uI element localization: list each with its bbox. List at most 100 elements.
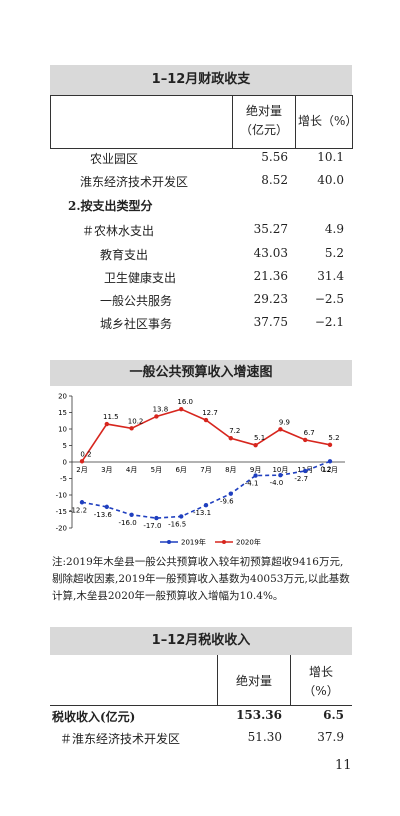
data-label: 16.0 xyxy=(177,398,193,406)
data-label: -2.7 xyxy=(294,475,308,483)
data-label: 7.2 xyxy=(229,427,240,435)
y-tick-label: -10 xyxy=(56,492,67,500)
point xyxy=(79,500,85,505)
legend-label: 2019年 xyxy=(181,538,206,547)
point xyxy=(179,407,184,412)
y-tick-label: 10 xyxy=(58,426,67,434)
point xyxy=(104,421,109,427)
cell: 5.56 xyxy=(261,150,288,164)
table-header xyxy=(50,95,353,149)
cell: 31.4 xyxy=(317,269,344,283)
cell: −2.1 xyxy=(314,315,344,329)
data-label: 5.2 xyxy=(328,434,339,442)
cell: 4.9 xyxy=(324,222,344,236)
point xyxy=(228,436,233,441)
row-label: ＃农林水支出 xyxy=(82,224,155,238)
x-tick-label: 7月 xyxy=(200,466,211,474)
legend-label: 2020年 xyxy=(236,538,261,547)
x-tick-label: 3月 xyxy=(101,466,112,474)
point xyxy=(327,442,333,448)
cell: 10.1 xyxy=(317,150,344,164)
header: 绝对量（亿元） xyxy=(239,104,288,137)
data-label: -16.0 xyxy=(119,519,137,527)
x-tick-label: 2月 xyxy=(76,466,87,474)
point xyxy=(129,426,134,431)
point xyxy=(79,459,85,464)
point xyxy=(303,468,308,474)
data-label: 12.7 xyxy=(202,409,218,417)
data-label: 10.2 xyxy=(128,417,144,425)
row-label: 卫生健康支出 xyxy=(104,271,177,285)
data-label: 0.2 xyxy=(320,465,331,473)
header: 增长（%） xyxy=(303,665,339,698)
point xyxy=(228,491,233,496)
row-label: 教育支出 xyxy=(100,248,149,262)
row-label: 2.按支出类型分 xyxy=(68,199,153,213)
point xyxy=(327,459,333,464)
data-label: -13.1 xyxy=(193,509,211,517)
header: 增长（%） xyxy=(298,114,358,128)
data-label: -17.0 xyxy=(143,522,161,530)
point xyxy=(179,514,184,519)
point xyxy=(203,417,209,423)
x-tick-label: 8月 xyxy=(225,466,236,474)
table-title: 1–12月财政收支 xyxy=(50,65,352,95)
cell: 51.30 xyxy=(247,730,282,744)
y-tick-label: 20 xyxy=(58,393,67,401)
cell: 40.0 xyxy=(317,173,344,187)
cell: 8.52 xyxy=(261,173,288,187)
row-label: 一般公共服务 xyxy=(100,294,173,308)
data-label: -16.5 xyxy=(168,520,186,528)
cell: 35.27 xyxy=(253,222,288,236)
legend-marker xyxy=(167,540,171,544)
point xyxy=(253,442,258,448)
data-label: 6.7 xyxy=(304,429,315,437)
data-label: 13.8 xyxy=(153,405,169,413)
cell: 153.36 xyxy=(236,708,282,722)
table-title: 1–12月税收收入 xyxy=(50,627,352,655)
cell: 5.2 xyxy=(324,246,344,260)
x-tick-label: 10月 xyxy=(272,466,288,474)
y-tick-label: -20 xyxy=(56,525,67,533)
legend-marker xyxy=(222,540,226,544)
point xyxy=(154,414,159,419)
data-label: -4.0 xyxy=(270,479,284,487)
note: 注:2019年木垒县一般公共预算收入较年初预算超收9416万元,剔除超收因素,2… xyxy=(52,556,350,602)
x-tick-label: 9月 xyxy=(250,466,261,474)
data-label: 11.5 xyxy=(103,413,119,421)
data-label: -9.6 xyxy=(220,498,234,506)
row-label: 城乡社区事务 xyxy=(100,317,173,331)
cell: −2.5 xyxy=(314,292,344,306)
point xyxy=(154,515,159,521)
point xyxy=(104,504,109,510)
cell: 37.9 xyxy=(317,730,344,744)
cell: 43.03 xyxy=(253,246,288,260)
point xyxy=(303,437,308,443)
cell: 37.75 xyxy=(253,315,288,329)
x-tick-label: 4月 xyxy=(126,466,137,474)
header: 绝对量 xyxy=(235,674,272,688)
cell: 21.36 xyxy=(253,269,288,283)
data-label: 0.2 xyxy=(80,450,91,458)
x-tick-label: 5月 xyxy=(151,466,162,474)
y-tick-label: -15 xyxy=(56,508,67,516)
y-tick-label: 15 xyxy=(58,409,67,417)
cell: 6.5 xyxy=(323,708,344,722)
row-label: ＃淮东经济技术开发区 xyxy=(60,732,181,746)
x-tick-label: 6月 xyxy=(175,466,186,474)
data-label: 9.9 xyxy=(279,418,290,426)
point xyxy=(253,473,258,478)
row-label: 农业园区 xyxy=(90,152,139,166)
data-label: 5.1 xyxy=(254,434,265,442)
data-label: -13.6 xyxy=(94,511,113,519)
x-tick-label: 12月 xyxy=(322,466,338,474)
y-tick-label: -5 xyxy=(60,475,67,483)
point xyxy=(129,512,134,517)
y-tick-label: 0 xyxy=(63,459,67,467)
point xyxy=(203,503,209,508)
data-label: -4.1 xyxy=(245,480,259,488)
page-number: 11 xyxy=(335,758,352,773)
row-label: 税收收入(亿元) xyxy=(52,710,136,724)
y-tick-label: 5 xyxy=(63,442,67,450)
